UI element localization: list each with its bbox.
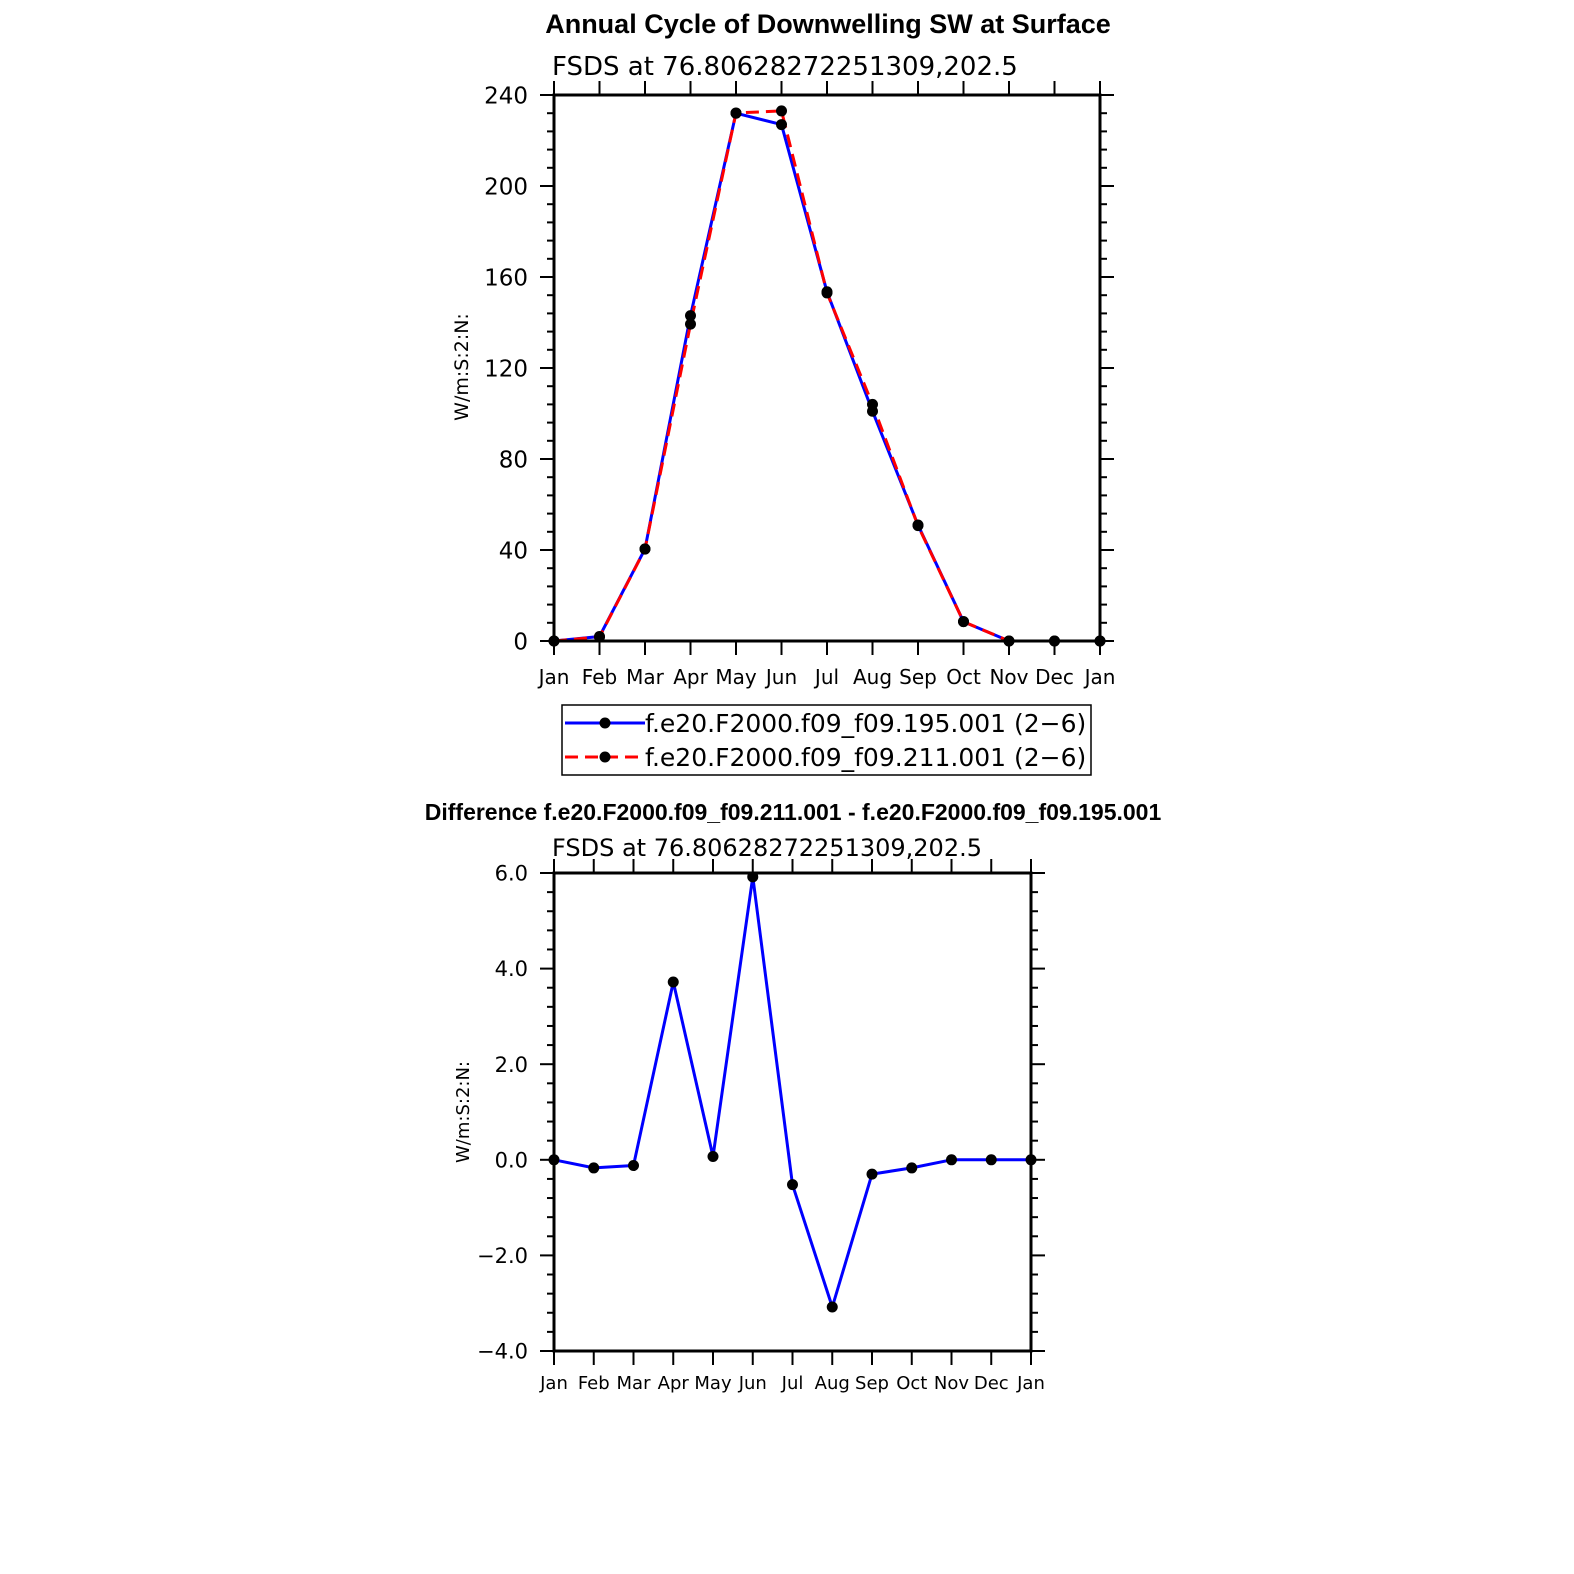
y-axis-label: W/m:S:2:N:: [451, 313, 473, 421]
y-tick-labels: 0 40 80 120 160 200 240: [484, 83, 528, 655]
data-point: [776, 105, 787, 117]
x-tick-label: Oct: [896, 1373, 927, 1394]
chart-annual-cycle: Annual Cycle of Downwelling SW at Surfac…: [451, 9, 1116, 776]
chart-title: Annual Cycle of Downwelling SW at Surfac…: [545, 9, 1111, 39]
x-tick-label: Nov: [934, 1373, 969, 1394]
y-tick-label: −4.0: [477, 1340, 528, 1364]
series-line-1: [553, 111, 1100, 643]
x-tick-label: Feb: [578, 1373, 610, 1394]
x-tick-labels: Jan Feb Mar Apr May Jun Jul Aug Sep Oct Nov Dec Jan: [537, 665, 1116, 689]
data-point: [685, 310, 696, 322]
data-point: [866, 1168, 878, 1180]
y-axis-label: W/m:S:2:N:: [453, 1061, 474, 1163]
data-point: [867, 398, 878, 410]
x-tick-label: Dec: [1035, 665, 1074, 689]
plot-frame: [552, 93, 1102, 643]
data-point: [730, 107, 742, 119]
data-point: [946, 1154, 957, 1166]
legend: f.e20.F2000.f09_f09.195.001 (2−6) f.e20.…: [561, 704, 1092, 776]
data-point: [776, 119, 787, 131]
y-tick-label: 200: [484, 174, 528, 200]
y-tick-label: 80: [499, 447, 528, 473]
y-tick-labels: −4.0 −2.0 0.0 2.0 4.0 6.0: [477, 862, 528, 1364]
x-tick-label: Apr: [658, 1373, 690, 1394]
x-tick-label: Dec: [974, 1373, 1009, 1394]
x-tick-label: Jan: [1083, 665, 1116, 689]
y-tick-label: 6.0: [495, 862, 528, 886]
data-point: [906, 1162, 918, 1174]
y-tick-label: −2.0: [477, 1244, 528, 1268]
plot-frame: [552, 871, 1033, 1353]
chart-subtitle: FSDS at 76.80628272251309,202.5: [552, 834, 982, 862]
data-point: [826, 1301, 838, 1313]
x-tick-label: Jul: [813, 665, 839, 689]
x-tick-label: Apr: [673, 665, 708, 689]
x-tick-label: Aug: [815, 1373, 850, 1394]
data-point: [588, 1162, 600, 1174]
series-layer: [548, 105, 1106, 647]
y-tick-label: 0: [513, 629, 528, 655]
data-point: [958, 616, 969, 628]
legend-box: [561, 704, 1092, 776]
series-layer: [548, 871, 1037, 1313]
data-point: [912, 520, 924, 532]
x-tick-label: Mar: [626, 665, 665, 689]
x-tick-label: May: [694, 1373, 732, 1394]
y-tick-label: 0.0: [495, 1148, 528, 1172]
x-tick-label: Jan: [537, 665, 570, 689]
legend-label-series-1: f.e20.F2000.f09_f09.195.001 (2−6): [645, 709, 1086, 738]
data-point: [787, 1179, 798, 1191]
x-tick-label: Feb: [582, 665, 617, 689]
x-tick-label: Jan: [1016, 1373, 1045, 1394]
y-tick-label: 240: [484, 83, 528, 109]
y-tick-label: 120: [484, 356, 528, 382]
y-tick-label: 160: [484, 265, 528, 291]
chart-difference: Difference f.e20.F2000.f09_f09.211.001 -…: [425, 799, 1162, 1394]
data-point: [985, 1154, 997, 1166]
y-tick-label: 40: [499, 538, 528, 564]
series-line-1: [553, 875, 1031, 1309]
x-tick-label: Mar: [617, 1373, 652, 1394]
y-tick-label: 4.0: [495, 957, 528, 981]
data-point: [628, 1160, 639, 1172]
legend-label-series-2: f.e20.F2000.f09_f09.211.001 (2−6): [645, 743, 1086, 772]
chart-subtitle: FSDS at 76.80628272251309,202.5: [552, 52, 1018, 82]
data-point: [667, 976, 679, 988]
x-tick-label: Nov: [989, 665, 1028, 689]
data-point: [707, 1150, 719, 1162]
x-tick-label: Jan: [539, 1373, 568, 1394]
x-tick-label: Jul: [781, 1373, 804, 1394]
series-line-2: [553, 109, 1100, 643]
legend-marker-series-2: [599, 751, 611, 763]
data-point: [685, 318, 696, 330]
x-tick-label: Sep: [899, 665, 937, 689]
tick-marks: [540, 859, 1045, 1365]
tick-marks: [540, 81, 1114, 655]
chart-title: Difference f.e20.F2000.f09_f09.211.001 -…: [425, 799, 1162, 825]
data-point: [639, 543, 651, 555]
x-tick-labels: Jan Feb Mar Apr May Jun Jul Aug Sep Oct Nov Dec Jan: [539, 1373, 1045, 1394]
x-tick-label: Oct: [946, 665, 981, 689]
x-tick-label: Aug: [853, 665, 892, 689]
x-tick-label: Jun: [738, 1373, 767, 1394]
x-tick-label: May: [715, 665, 757, 689]
legend-marker-series-1: [599, 717, 611, 729]
y-tick-label: 2.0: [495, 1053, 528, 1077]
x-tick-label: Jun: [764, 665, 797, 689]
data-point: [821, 287, 833, 299]
x-tick-label: Sep: [855, 1373, 889, 1394]
